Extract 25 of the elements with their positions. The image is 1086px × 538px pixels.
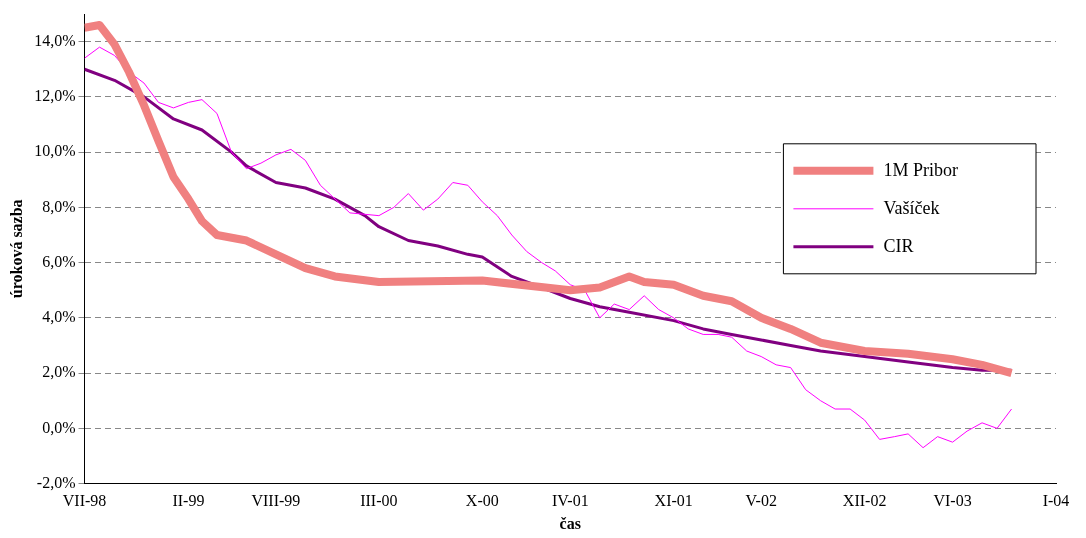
y-tick-label: 8,0% [42, 197, 76, 215]
legend-label: 1M Pribor [883, 159, 958, 180]
x-tick-label: IV-01 [551, 492, 589, 510]
x-tick-label: III-00 [360, 492, 398, 510]
y-tick-label: -2,0% [36, 473, 76, 491]
x-tick-label: VI-03 [933, 492, 972, 510]
legend-label: CIR [883, 235, 914, 256]
y-tick-label: 14,0% [34, 31, 76, 49]
y-tick-label: 6,0% [42, 252, 76, 270]
y-tick-label: 10,0% [34, 142, 76, 160]
x-axis-title: čas [559, 514, 581, 532]
x-tick-label: II-99 [172, 492, 205, 510]
y-tick-label: 2,0% [42, 363, 76, 381]
x-tick-label: VIII-99 [251, 492, 301, 510]
legend-label: Vašíček [883, 197, 940, 218]
y-tick-label: 0,0% [42, 418, 76, 436]
y-axis-title: úroková sazba [7, 199, 25, 299]
x-tick-label: X-00 [465, 492, 499, 510]
x-tick-label: XI-01 [654, 492, 693, 510]
x-tick-label: I-04 [1042, 492, 1070, 510]
x-tick-label: XII-02 [842, 492, 887, 510]
x-tick-label: VII-98 [62, 492, 107, 510]
x-tick-label: V-02 [745, 492, 777, 510]
y-tick-label: 12,0% [34, 87, 76, 105]
y-tick-label: 4,0% [42, 308, 76, 326]
